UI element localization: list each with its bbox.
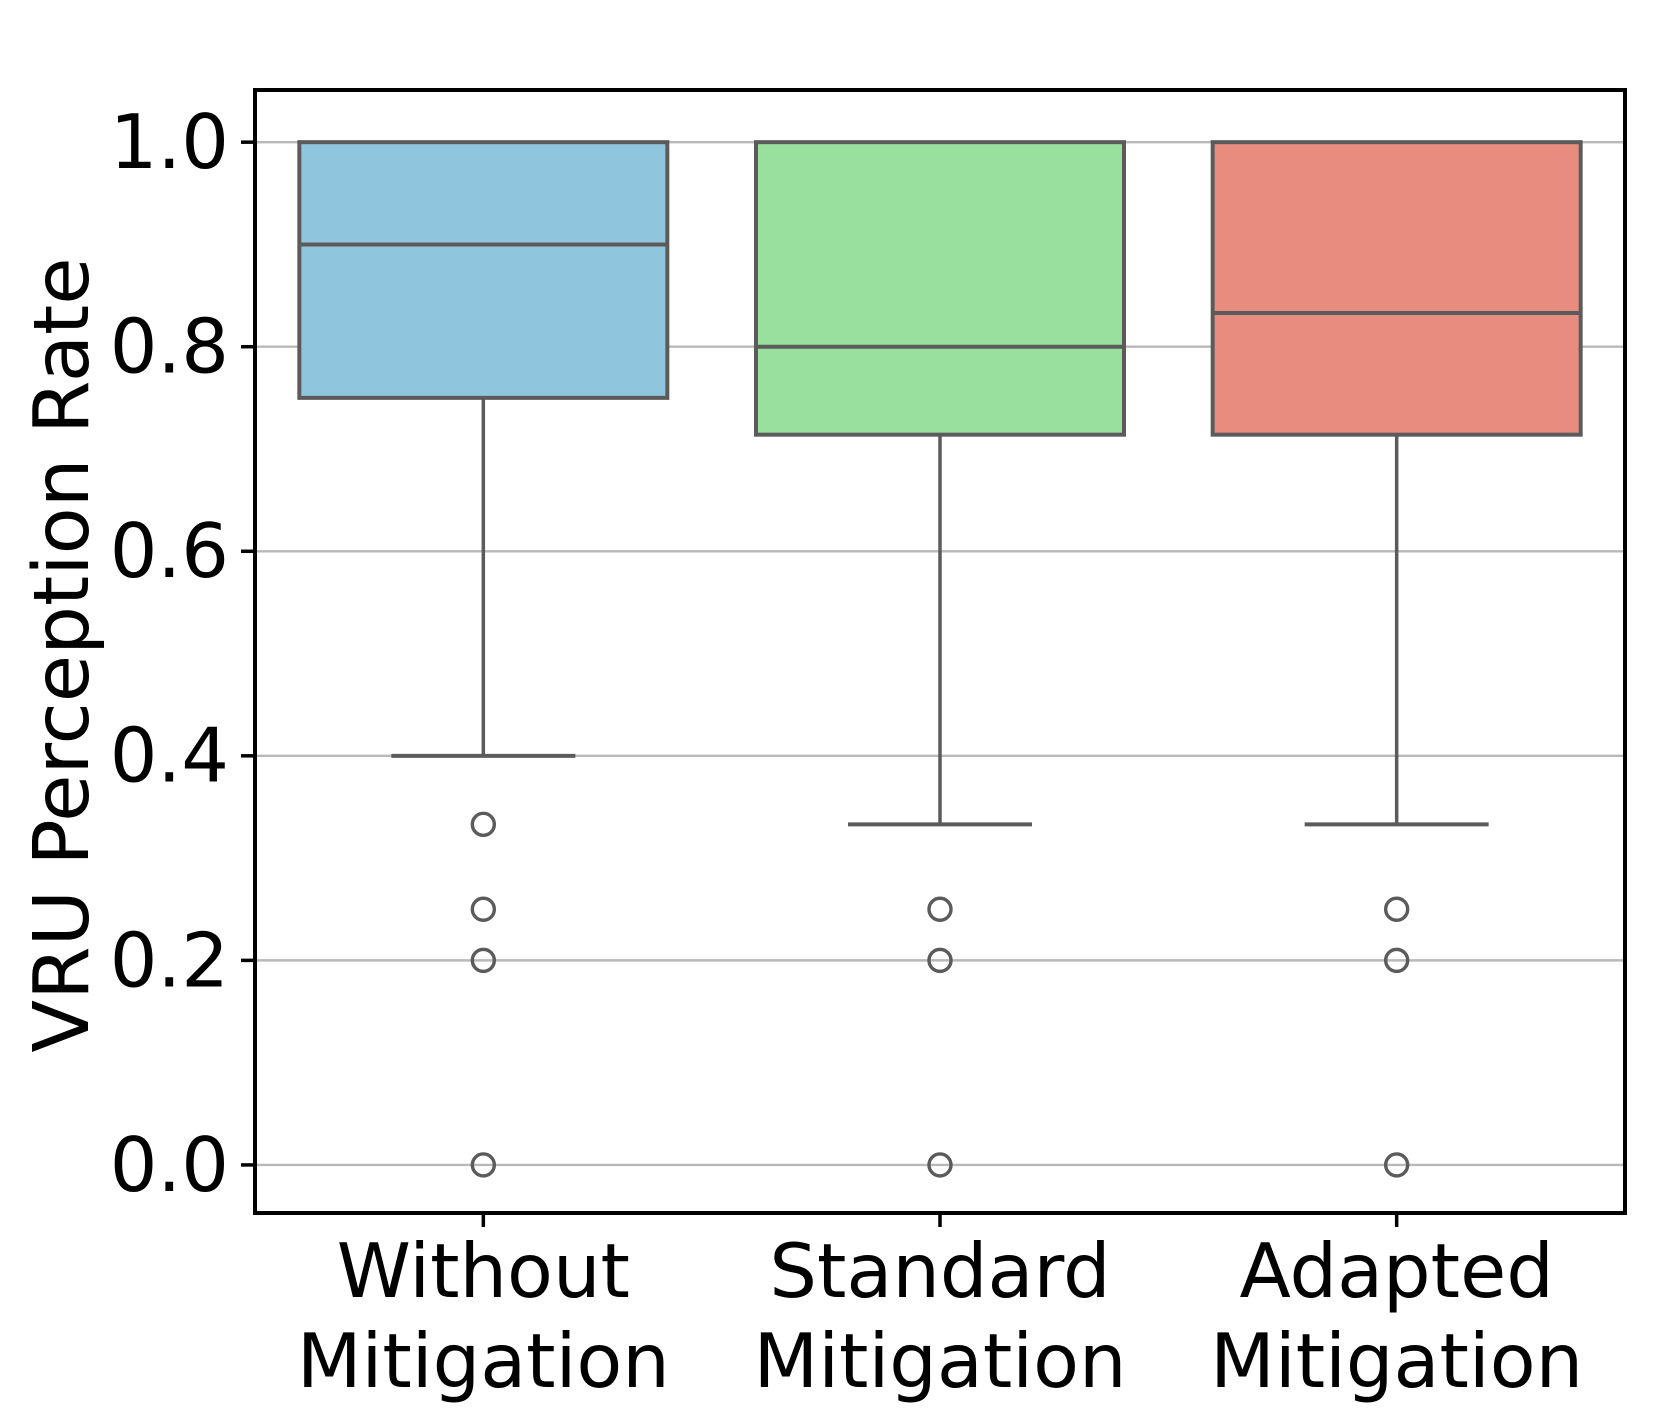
outlier-point bbox=[470, 896, 497, 922]
iqr-box bbox=[1210, 140, 1583, 437]
x-tick-label-adapted: Adapted bbox=[1240, 1227, 1554, 1315]
y-tick-label: 0.4 bbox=[110, 712, 229, 800]
box-adapted-mitigation bbox=[1210, 140, 1583, 1178]
x-tick-label-without: Without bbox=[337, 1227, 630, 1315]
outlier-point bbox=[1383, 896, 1410, 922]
iqr-box bbox=[297, 140, 670, 400]
y-axis: 1.0 0.8 0.6 0.4 0.2 0.0 bbox=[110, 98, 255, 1209]
outlier-point bbox=[1383, 1152, 1410, 1178]
outlier-point bbox=[470, 1152, 497, 1178]
x-axis: WithoutMitigationStandardMitigationAdapt… bbox=[297, 1213, 1583, 1405]
outlier-point bbox=[470, 947, 497, 974]
outlier-point bbox=[927, 947, 953, 974]
y-axis-title: VRU Perception Rate bbox=[18, 257, 107, 1052]
box-without-mitigation bbox=[297, 140, 670, 1178]
outlier-point bbox=[927, 1152, 953, 1178]
x-tick-label-without-line2: Mitigation bbox=[297, 1317, 670, 1405]
y-tick-label: 0.2 bbox=[110, 916, 229, 1004]
x-tick-label-standard: Standard bbox=[769, 1227, 1110, 1315]
y-tick-label: 1.0 bbox=[110, 98, 229, 186]
y-tick-label: 0.8 bbox=[110, 303, 229, 391]
x-tick-label-standard-line2: Mitigation bbox=[753, 1317, 1126, 1405]
y-tick-label: 0.6 bbox=[110, 507, 229, 595]
outlier-point bbox=[927, 896, 953, 922]
x-tick-label-adapted-line2: Mitigation bbox=[1210, 1317, 1583, 1405]
box-standard-mitigation bbox=[754, 140, 1126, 1178]
iqr-box bbox=[754, 140, 1126, 437]
outlier-point bbox=[1383, 947, 1410, 974]
y-tick-label: 0.0 bbox=[110, 1121, 229, 1209]
outlier-point bbox=[470, 811, 497, 838]
